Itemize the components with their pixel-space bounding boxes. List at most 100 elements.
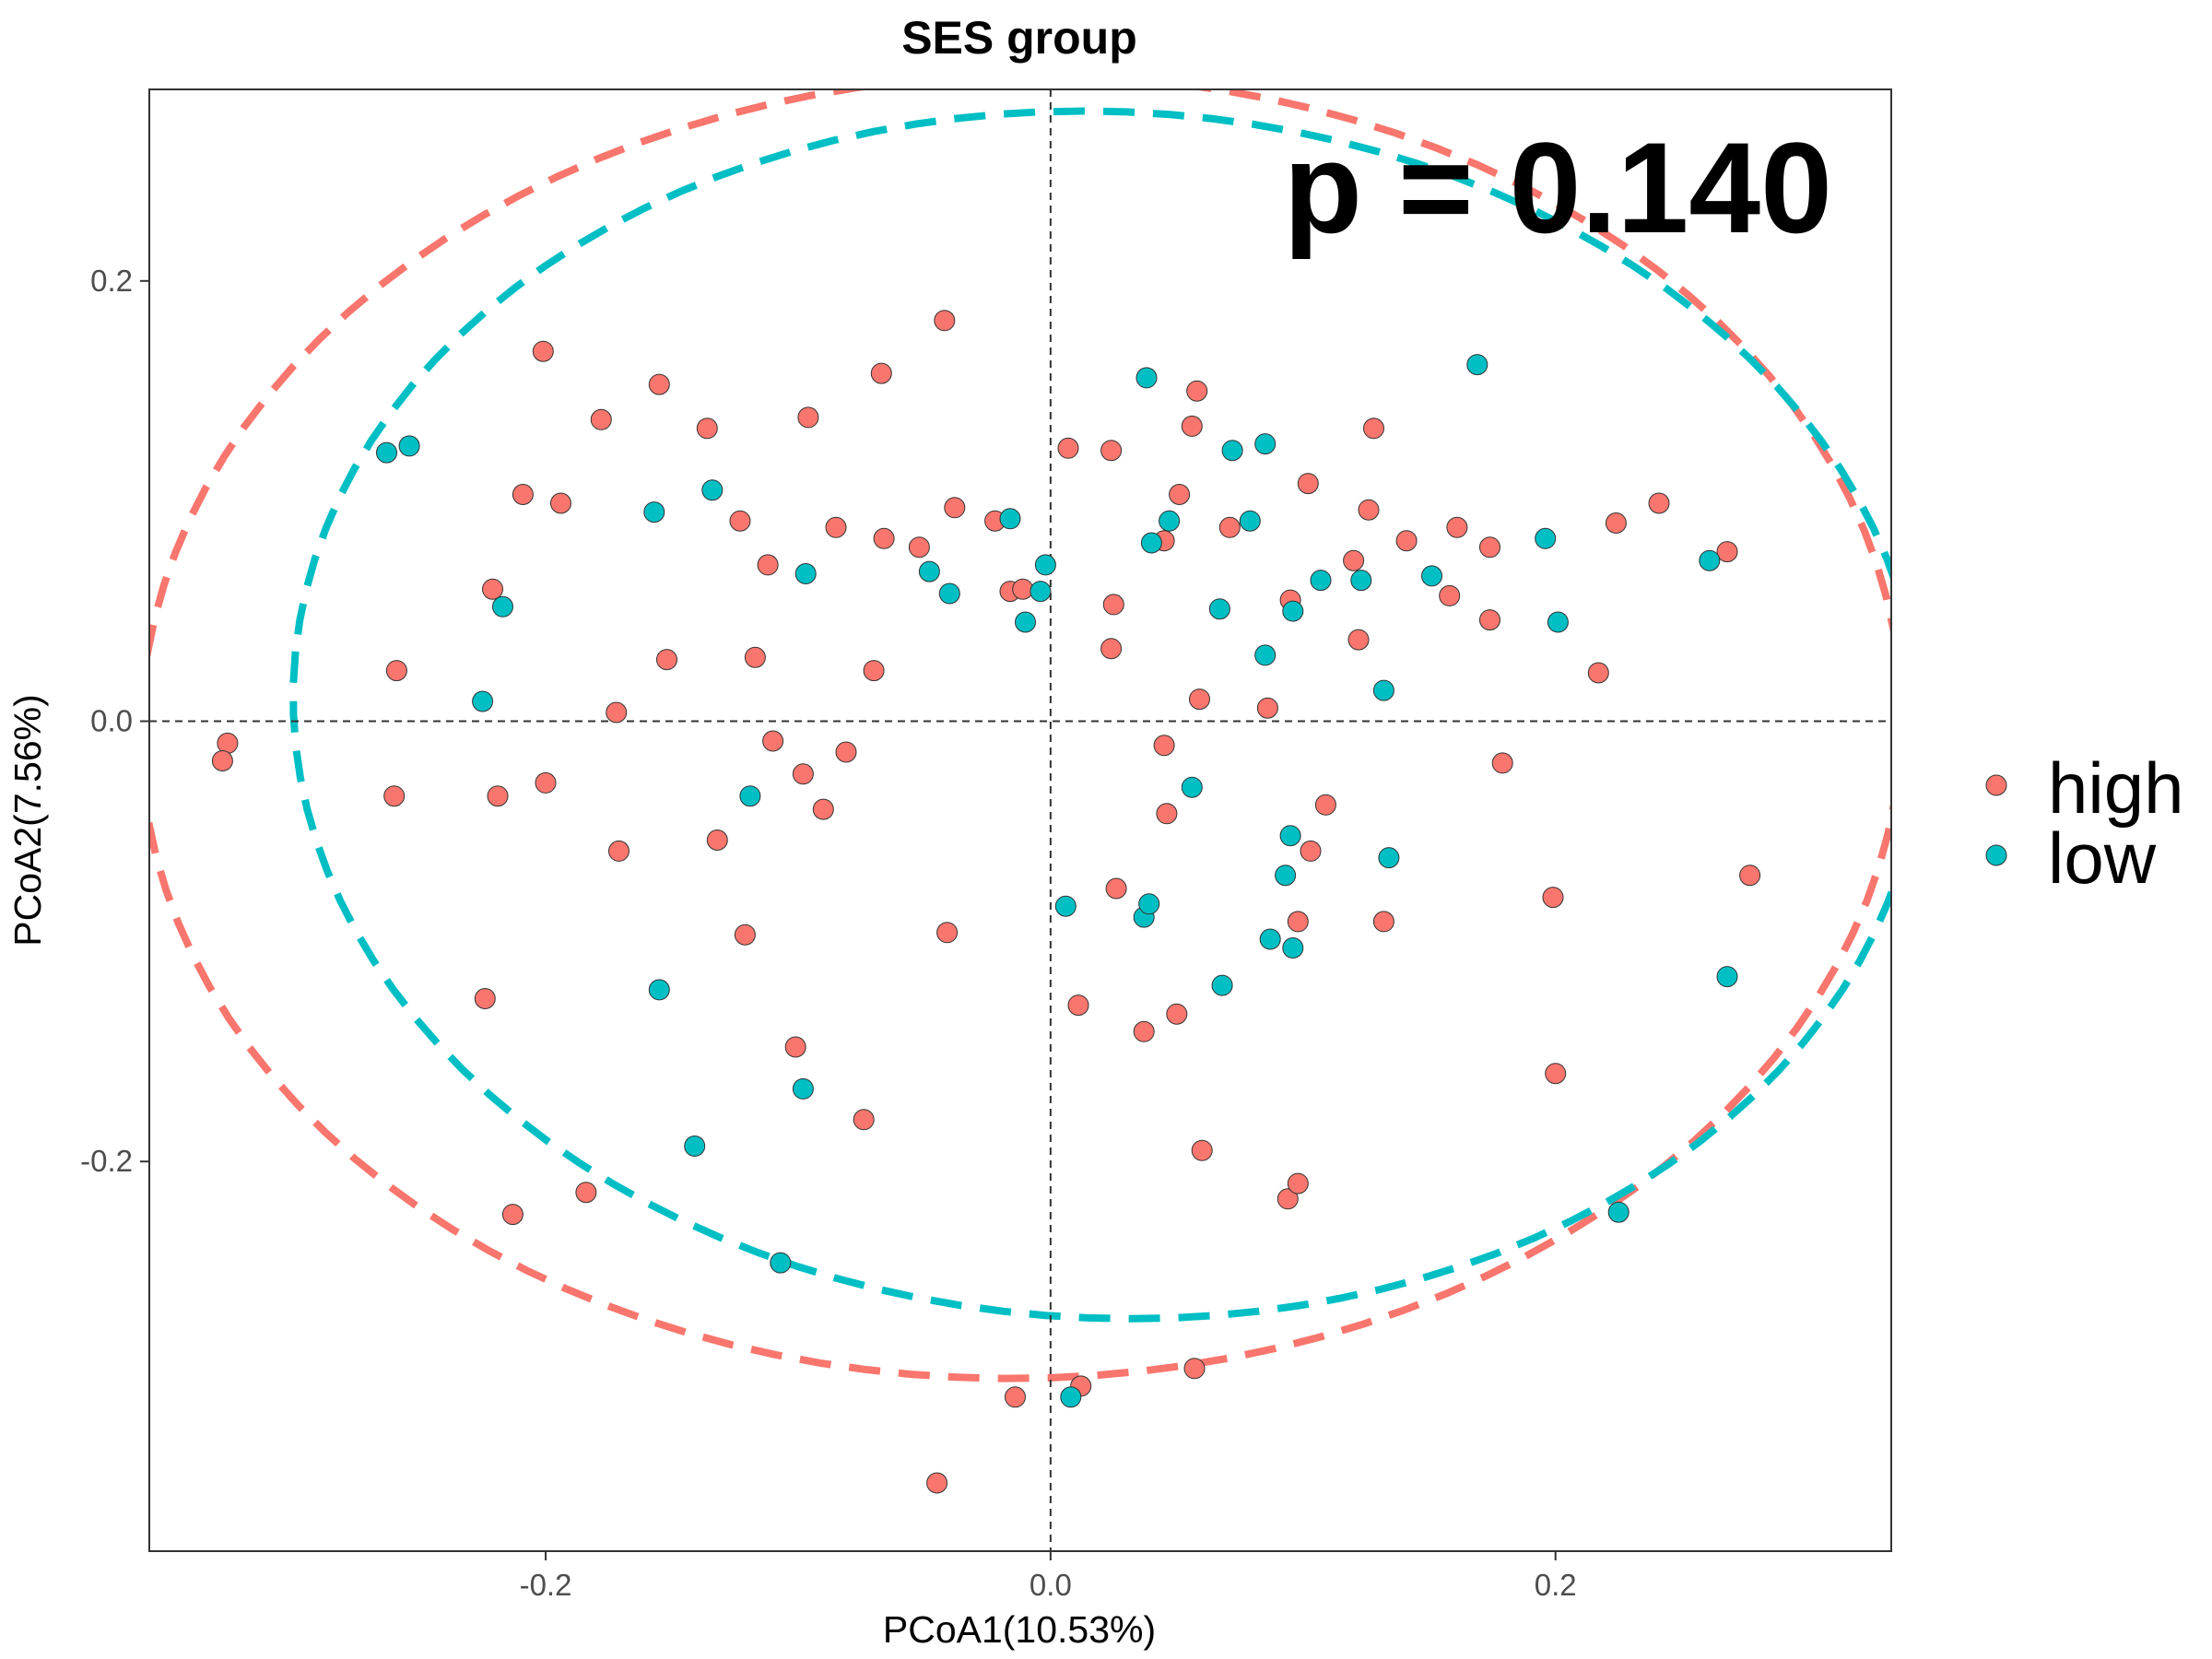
point-low [1372, 679, 1394, 701]
point-high [1446, 516, 1468, 538]
point-high [1343, 549, 1365, 571]
point-high [936, 922, 959, 944]
point-low [1547, 611, 1569, 633]
ellipse-high [149, 89, 1891, 1382]
point-high [1133, 1020, 1155, 1042]
point-high [1189, 688, 1210, 711]
point-low [684, 1135, 706, 1157]
legend-key-high [1985, 774, 2007, 796]
point-low [1716, 966, 1738, 988]
point-low [1211, 974, 1233, 996]
point-high [1648, 492, 1670, 514]
point-low [794, 563, 817, 584]
point-high [1105, 877, 1127, 900]
point-high [1716, 541, 1738, 563]
point-low [701, 479, 724, 501]
point-high [385, 660, 407, 682]
point-high [1256, 697, 1278, 719]
point-high [1102, 594, 1124, 616]
x-tick-label: 0.2 [1535, 1568, 1577, 1602]
point-high [1347, 629, 1370, 651]
point-high [1297, 473, 1319, 495]
point-low [1140, 532, 1162, 554]
point-high [532, 340, 554, 362]
y-axis-label: PCoA2(7.56%) [6, 694, 49, 946]
point-high [1057, 437, 1079, 459]
point-low [1535, 527, 1557, 549]
point-high [825, 516, 847, 538]
point-low [1159, 510, 1181, 532]
point-high [1287, 1172, 1309, 1194]
point-high [1067, 994, 1089, 1017]
point-high [944, 497, 966, 519]
points-group [211, 310, 1761, 1494]
point-high [474, 988, 496, 1009]
point-high [1358, 499, 1380, 521]
point-high [757, 554, 779, 576]
point-high [1169, 484, 1191, 505]
point-high [1395, 530, 1418, 552]
point-high [501, 1204, 524, 1226]
point-high [535, 771, 557, 794]
point-low [918, 560, 940, 582]
point-high [706, 830, 728, 851]
point-low [1607, 1201, 1630, 1223]
point-low [999, 508, 1021, 530]
panel-clip-group [149, 89, 1891, 1551]
x-axis-label: PCoA1(10.53%) [883, 1608, 1156, 1651]
point-low [1466, 354, 1488, 376]
y-axis: -0.2 0.0 0.2 [80, 264, 149, 1178]
point-high [1100, 638, 1123, 660]
point-high [383, 785, 406, 807]
y-tick-label: -0.2 [80, 1144, 133, 1178]
point-high [1372, 911, 1394, 933]
point-high [211, 750, 233, 771]
point-high [1300, 840, 1322, 862]
point-high [487, 785, 509, 807]
legend-label-high: high [2048, 747, 2183, 829]
point-high [926, 1472, 948, 1494]
point-low [1421, 565, 1442, 587]
point-high [696, 418, 718, 440]
point-high [1479, 536, 1500, 559]
point-high [1491, 752, 1513, 774]
point-high [1587, 662, 1609, 684]
point-high [1479, 609, 1500, 631]
point-low [1254, 433, 1277, 455]
x-tick-label: 0.0 [1030, 1568, 1072, 1602]
point-low [938, 582, 960, 605]
point-low [1135, 367, 1158, 389]
point-high [863, 660, 885, 682]
point-high [1012, 578, 1034, 600]
point-high [1287, 911, 1309, 933]
point-high [744, 646, 766, 668]
point-low [1279, 825, 1301, 847]
point-high [512, 484, 534, 505]
point-low [1699, 549, 1721, 571]
point-low [1030, 581, 1052, 603]
point-low [1208, 598, 1230, 620]
point-low [1239, 510, 1261, 532]
point-high [1005, 1386, 1026, 1408]
point-low [739, 785, 761, 807]
legend-key-low [1985, 844, 2007, 866]
point-high [1100, 440, 1123, 462]
point-high [835, 741, 857, 763]
point-low [1350, 570, 1372, 592]
annotation-p-value: p = 0.140 [1284, 115, 1832, 260]
point-low [1221, 440, 1243, 462]
point-low [648, 979, 670, 1001]
point-high [606, 701, 628, 724]
point-low [1054, 895, 1077, 917]
point-low [770, 1252, 792, 1274]
point-high [1153, 735, 1175, 757]
point-low [398, 435, 420, 457]
point-low [1282, 600, 1304, 622]
point-low [1138, 893, 1160, 915]
point-high [1181, 415, 1203, 437]
point-high [908, 536, 930, 559]
legend-label-low: low [2048, 818, 2157, 899]
ellipse-group [149, 89, 1891, 1382]
